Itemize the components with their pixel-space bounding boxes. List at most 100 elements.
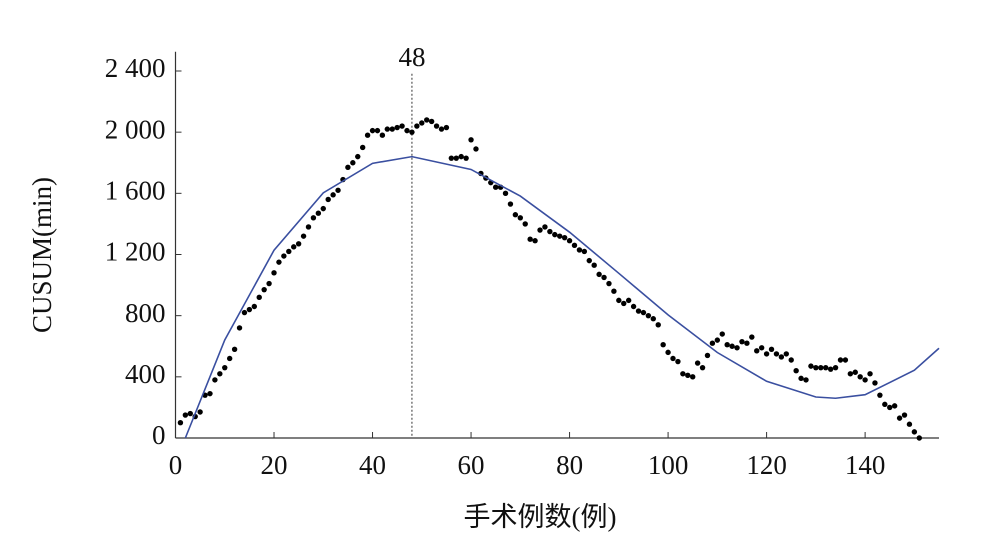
data-point (537, 227, 543, 233)
data-point (911, 429, 918, 435)
y-tick-label: 1 200 (105, 237, 166, 267)
data-point (463, 155, 469, 161)
data-point (640, 309, 647, 316)
data-point (295, 241, 302, 247)
data-point (665, 349, 671, 356)
data-point (611, 288, 617, 294)
data-point (231, 346, 238, 353)
data-point (625, 297, 632, 304)
data-point (896, 415, 903, 421)
data-point (266, 280, 272, 287)
data-point (754, 348, 760, 354)
data-point (675, 358, 681, 365)
data-point (739, 338, 745, 345)
data-point (517, 215, 524, 221)
data-point (561, 234, 568, 241)
data-point (291, 244, 297, 250)
data-point (419, 120, 425, 126)
data-point (355, 153, 361, 160)
data-point (680, 371, 686, 377)
data-point (527, 236, 533, 242)
data-point (837, 357, 844, 363)
data-point (271, 270, 277, 276)
data-point (852, 369, 858, 375)
data-point (281, 253, 287, 259)
data-point (650, 316, 657, 322)
data-point (251, 303, 258, 310)
data-point (315, 210, 322, 216)
data-point (320, 205, 326, 212)
data-point (473, 146, 479, 152)
data-point (783, 351, 789, 357)
data-point (305, 224, 312, 230)
data-point (207, 390, 213, 397)
data-point (827, 366, 834, 372)
data-point (325, 196, 331, 203)
data-point (409, 129, 415, 135)
y-tick-label: 1 600 (105, 176, 166, 206)
data-point (798, 375, 804, 382)
y-axis-label: CUSUM(min) (27, 177, 57, 333)
data-point (384, 126, 391, 132)
data-point (330, 192, 336, 198)
data-point (704, 352, 711, 359)
data-point (591, 262, 597, 268)
data-point (601, 274, 607, 281)
y-tick-label: 2 400 (105, 53, 166, 83)
data-point (443, 124, 450, 131)
data-point (877, 392, 883, 398)
data-point (187, 410, 193, 417)
y-tick-label: 2 000 (105, 114, 166, 144)
data-point (453, 155, 459, 161)
data-point (768, 346, 775, 353)
x-tick-label: 100 (648, 450, 689, 480)
data-point (374, 127, 381, 134)
data-point (709, 340, 716, 346)
data-point (512, 212, 519, 218)
data-point (586, 257, 592, 264)
data-point (906, 421, 913, 427)
data-point (236, 325, 243, 331)
data-point (438, 126, 445, 132)
data-point (887, 404, 893, 411)
x-tick-label: 60 (458, 450, 485, 480)
data-point (428, 118, 435, 125)
data-point (532, 238, 538, 244)
data-point (763, 351, 770, 357)
data-point (670, 355, 676, 362)
data-point (719, 331, 725, 337)
data-point (350, 160, 356, 166)
data-point (448, 155, 455, 161)
data-point (468, 137, 474, 143)
data-point (778, 354, 785, 360)
data-point (369, 127, 376, 134)
x-tick-label: 80 (556, 450, 583, 480)
data-point (773, 351, 780, 357)
data-point (734, 345, 740, 351)
data-point (694, 360, 701, 366)
data-point (458, 153, 464, 160)
data-point (690, 374, 696, 380)
data-point (813, 364, 819, 371)
data-point (502, 190, 509, 197)
data-point (364, 132, 371, 138)
data-point (424, 117, 430, 123)
data-point (492, 184, 499, 190)
data-point (685, 372, 691, 379)
data-point (389, 126, 395, 132)
data-point (635, 308, 642, 314)
data-point (788, 357, 794, 363)
data-point (222, 364, 228, 371)
data-point (808, 363, 814, 369)
data-point (246, 306, 253, 313)
data-point (714, 337, 721, 343)
data-point (842, 357, 849, 363)
data-point (394, 124, 400, 131)
annotation: 48 (398, 42, 425, 72)
data-point (630, 303, 637, 310)
fit-curve (184, 155, 940, 439)
x-tick-label: 40 (359, 450, 386, 480)
data-point (414, 123, 420, 129)
data-point (882, 401, 888, 408)
data-point (226, 355, 233, 362)
